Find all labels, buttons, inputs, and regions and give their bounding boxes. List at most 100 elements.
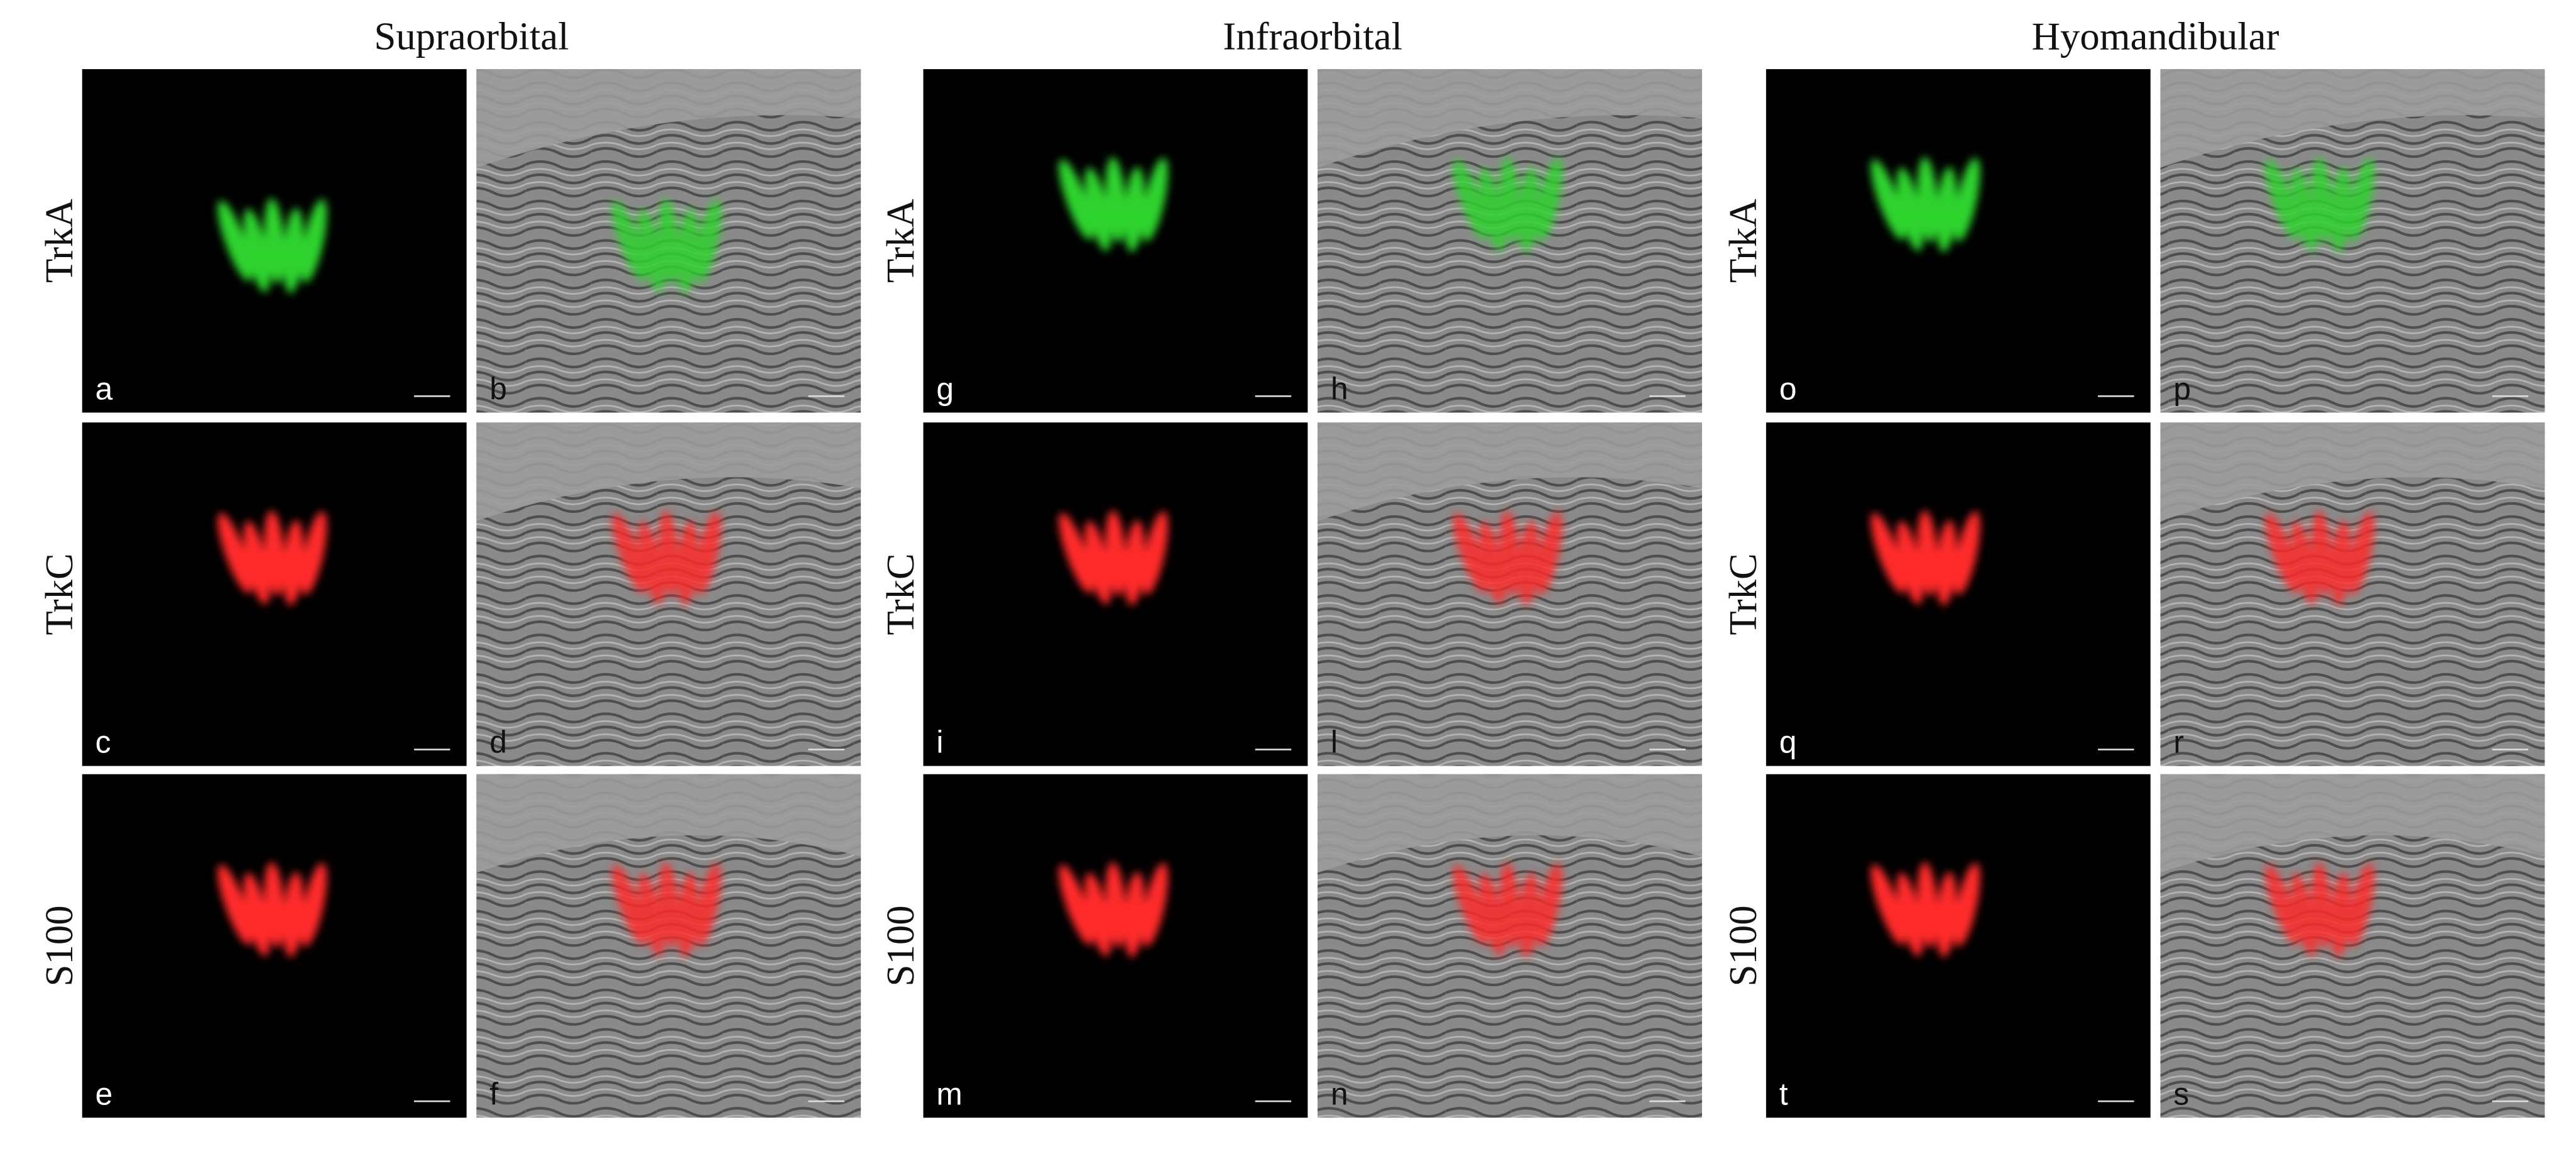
cell xyxy=(658,198,679,284)
cell xyxy=(264,510,285,596)
cell xyxy=(2311,862,2332,948)
cell xyxy=(677,208,698,294)
cell-cluster xyxy=(1059,862,1169,957)
cell-cluster xyxy=(611,862,721,957)
cell xyxy=(2330,167,2352,253)
brightfield-panel: s xyxy=(2160,774,2545,1118)
cell xyxy=(1870,864,1906,945)
cell xyxy=(283,208,304,294)
cell xyxy=(1953,862,1980,947)
cell xyxy=(638,208,664,293)
cell xyxy=(1084,167,1111,251)
cell xyxy=(1059,864,1094,945)
surface-region xyxy=(476,422,861,522)
panel-letter: d xyxy=(489,725,507,760)
cell xyxy=(2348,862,2375,947)
surface-region xyxy=(1318,69,1702,168)
cell xyxy=(1936,872,1957,957)
cell xyxy=(1105,862,1126,948)
fluorescence-panel: a xyxy=(82,69,467,413)
row-label: S100 xyxy=(1721,905,1765,986)
panel-background xyxy=(923,774,1308,1118)
cell xyxy=(1453,512,1488,593)
cell xyxy=(243,208,270,293)
brightfield-panel: n xyxy=(1318,774,1702,1118)
cell xyxy=(1536,158,1563,242)
cell-cluster xyxy=(1870,510,1980,606)
cell xyxy=(1518,167,1539,253)
cell xyxy=(677,872,698,957)
cell xyxy=(1124,520,1145,606)
cell xyxy=(1059,159,1094,240)
row-label: S100 xyxy=(878,905,922,986)
brightfield-panel: p xyxy=(2160,69,2545,413)
cell xyxy=(1896,872,1923,957)
cell xyxy=(2348,158,2375,242)
cell xyxy=(1479,872,1505,957)
cell xyxy=(1917,862,1938,948)
cell xyxy=(1936,520,1957,606)
cell xyxy=(2265,512,2300,593)
row-label: S100 xyxy=(37,905,81,986)
cell-cluster xyxy=(611,198,721,294)
cell xyxy=(1124,872,1145,957)
panel-background xyxy=(82,774,467,1118)
cell xyxy=(2291,520,2318,605)
cell xyxy=(1536,511,1563,595)
cell xyxy=(1917,157,1938,243)
cell xyxy=(695,862,721,947)
cell-cluster xyxy=(1453,157,1563,253)
cell xyxy=(300,199,327,283)
column-title: Supraorbital xyxy=(374,14,569,58)
surface-region xyxy=(2160,422,2545,522)
brightfield-panel: b xyxy=(476,69,861,413)
row-label: TrkA xyxy=(878,199,922,283)
cell xyxy=(264,862,285,948)
panel-letter: h xyxy=(1331,371,1348,407)
cell xyxy=(1870,512,1906,593)
panel-background xyxy=(923,69,1308,413)
panel-background xyxy=(82,422,467,766)
surface-region xyxy=(476,774,861,873)
fluorescence-panel: e xyxy=(82,774,467,1118)
cell xyxy=(611,512,647,593)
row-label: TrkC xyxy=(1721,553,1765,635)
fluorescence-panel: q xyxy=(1766,422,2151,766)
cell xyxy=(2291,167,2318,251)
cell xyxy=(658,862,679,948)
cell xyxy=(1142,511,1169,595)
cell xyxy=(217,864,253,945)
row-label: TrkC xyxy=(878,553,922,635)
panel-letter: b xyxy=(489,371,507,407)
cell-cluster xyxy=(2265,862,2375,957)
cell xyxy=(2348,511,2375,595)
cell xyxy=(1499,862,1520,948)
cell xyxy=(1917,510,1938,596)
cell xyxy=(1479,520,1505,605)
cell xyxy=(1518,520,1539,606)
row-label: TrkC xyxy=(37,553,81,635)
cell xyxy=(1105,157,1126,243)
cell xyxy=(638,520,664,605)
cell xyxy=(658,510,679,596)
panel-letter: o xyxy=(1779,371,1797,407)
cell xyxy=(1453,159,1488,240)
panel-letter: s xyxy=(2173,1076,2189,1111)
panel-letter: n xyxy=(1331,1076,1348,1111)
cell xyxy=(300,511,327,595)
cell xyxy=(1896,520,1923,605)
brightfield-panel: r xyxy=(2160,422,2545,766)
cell xyxy=(611,864,647,945)
row-label: TrkA xyxy=(37,199,81,283)
cell-cluster xyxy=(611,510,721,606)
cell xyxy=(1896,167,1923,251)
cell xyxy=(677,520,698,606)
panel-letter: g xyxy=(936,371,954,407)
fluorescence-panel: t xyxy=(1766,774,2151,1118)
cell-cluster xyxy=(217,510,327,606)
panel-letter: r xyxy=(2173,725,2184,760)
cell xyxy=(243,520,270,605)
surface-region xyxy=(476,69,861,168)
cell xyxy=(1084,872,1111,957)
surface-region xyxy=(2160,774,2545,873)
